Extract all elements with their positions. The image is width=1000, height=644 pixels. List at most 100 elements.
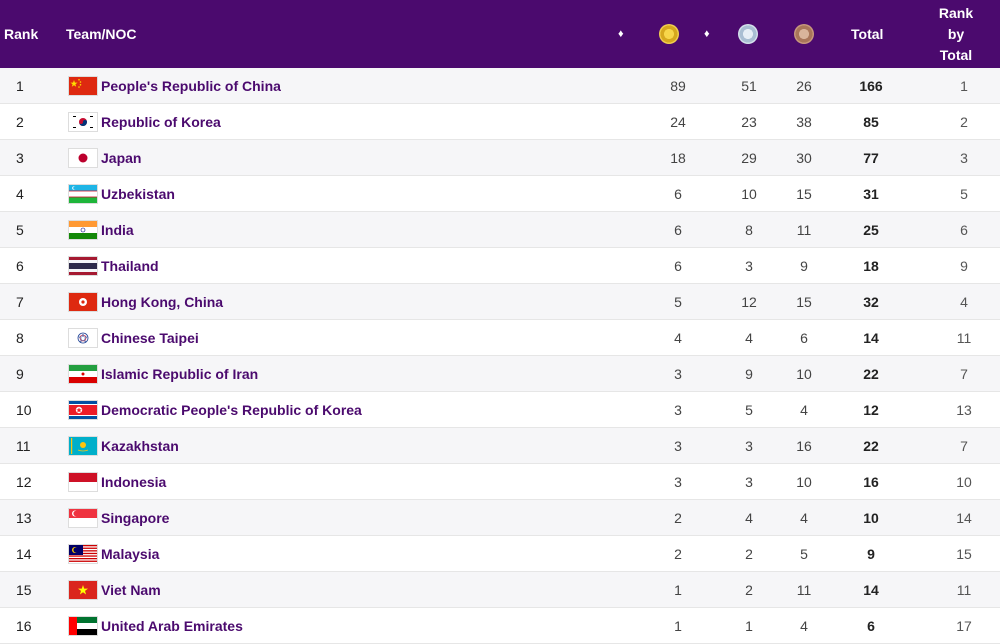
- table-row[interactable]: 12 Indonesia 3 3 10 16 10: [0, 464, 1000, 500]
- gold-count: 3: [674, 401, 682, 418]
- table-row[interactable]: 9 Islamic Republic of Iran 3 9 10 22 7: [0, 356, 1000, 392]
- gold-count: 2: [674, 545, 682, 562]
- table-row[interactable]: 8 Chinese Taipei 4 4 6 14 11: [0, 320, 1000, 356]
- table-header: Rank Team/NOC ♦ ♦ Total Rank by Total: [0, 0, 1000, 68]
- total-count: 22: [863, 365, 879, 382]
- gold-count: 4: [674, 329, 682, 346]
- table-row[interactable]: 14 Malaysia 2 2 5 9 15: [0, 536, 1000, 572]
- uae-flag-icon: [69, 617, 97, 635]
- gold-count: 6: [674, 257, 682, 274]
- team-name-link[interactable]: India: [101, 221, 134, 238]
- gold-count: 18: [670, 149, 686, 166]
- dprk-flag-icon: [69, 401, 97, 419]
- rank-cell: 11: [16, 437, 31, 454]
- total-count: 32: [863, 293, 879, 310]
- bronze-count: 30: [796, 149, 812, 166]
- table-row[interactable]: 11 Kazakhstan 3 3 16 22 7: [0, 428, 1000, 464]
- rank-cell: 9: [16, 365, 24, 382]
- table-row[interactable]: 16 United Arab Emirates 1 1 4 6 17: [0, 608, 1000, 644]
- rank-cell: 13: [16, 509, 32, 526]
- bronze-count: 4: [800, 617, 808, 634]
- total-count: 18: [863, 257, 879, 274]
- gold-count: 1: [674, 581, 682, 598]
- table-row[interactable]: 1 People's Republic of China 89 51 26 16…: [0, 68, 1000, 104]
- table-row[interactable]: 7 Hong Kong, China 5 12 15 32 4: [0, 284, 1000, 320]
- silver-count: 51: [741, 77, 757, 94]
- team-name-link[interactable]: Democratic People's Republic of Korea: [101, 401, 362, 418]
- total-count: 14: [863, 581, 879, 598]
- table-row[interactable]: 4 Uzbekistan 6 10 15 31 5: [0, 176, 1000, 212]
- table-row[interactable]: 2 Republic of Korea 24 23 38 85 2: [0, 104, 1000, 140]
- rank-cell: 10: [16, 401, 32, 418]
- silver-count: 3: [745, 473, 753, 490]
- team-name-link[interactable]: Hong Kong, China: [101, 293, 224, 310]
- rank-cell: 8: [16, 329, 24, 346]
- table-row[interactable]: 13 Singapore 2 4 4 10 14: [0, 500, 1000, 536]
- gold-count: 6: [674, 185, 682, 202]
- team-name-link[interactable]: Thailand: [101, 257, 159, 274]
- sort-icon[interactable]: ♦: [704, 28, 710, 40]
- rank-column-header[interactable]: Rank: [4, 26, 39, 42]
- table-row[interactable]: 15 Viet Nam 1 2 11 14 11: [0, 572, 1000, 608]
- sort-icon[interactable]: ♦: [618, 28, 624, 40]
- rank-by-total-cell: 11: [956, 581, 972, 598]
- table-row[interactable]: 3 Japan 18 29 30 77 3: [0, 140, 1000, 176]
- silver-count: 10: [741, 185, 757, 202]
- team-name-link[interactable]: Islamic Republic of Iran: [101, 365, 259, 382]
- gold-count: 2: [674, 509, 682, 526]
- rank-by-total-column-header[interactable]: Rank by Total: [930, 0, 982, 68]
- thailand-flag-icon: [69, 257, 97, 275]
- total-count: 16: [863, 473, 879, 490]
- silver-count: 3: [745, 437, 753, 454]
- team-column-header[interactable]: Team/NOC: [66, 26, 137, 42]
- gold-count: 3: [674, 365, 682, 382]
- team-name-link[interactable]: Singapore: [101, 509, 170, 526]
- gold-count: 3: [674, 437, 682, 454]
- gold-count: 3: [674, 473, 682, 490]
- rank-by-total-cell: 11: [956, 329, 972, 346]
- rank-cell: 12: [16, 473, 32, 490]
- bronze-count: 11: [796, 221, 812, 238]
- total-count: 77: [863, 149, 879, 166]
- bronze-count: 9: [800, 257, 808, 274]
- silver-count: 12: [741, 293, 757, 310]
- total-count: 9: [867, 545, 875, 562]
- taipei-flag-icon: [69, 329, 97, 347]
- team-name-link[interactable]: Chinese Taipei: [101, 329, 199, 346]
- team-name-link[interactable]: Kazakhstan: [101, 437, 179, 454]
- singapore-flag-icon: [69, 509, 97, 527]
- bronze-medal-icon[interactable]: [794, 24, 814, 44]
- table-row[interactable]: 10 Democratic People's Republic of Korea…: [0, 392, 1000, 428]
- total-count: 12: [863, 401, 879, 418]
- gold-count: 6: [674, 221, 682, 238]
- team-name-link[interactable]: United Arab Emirates: [101, 617, 243, 634]
- rank-by-total-cell: 13: [956, 401, 972, 418]
- team-name-link[interactable]: Indonesia: [101, 473, 167, 490]
- rank-by-total-cell: 7: [960, 365, 968, 382]
- bronze-count: 15: [796, 185, 812, 202]
- silver-count: 9: [745, 365, 753, 382]
- team-name-link[interactable]: Malaysia: [101, 545, 160, 562]
- silver-count: 29: [741, 149, 757, 166]
- team-name-link[interactable]: Republic of Korea: [101, 113, 221, 130]
- gold-count: 5: [674, 293, 682, 310]
- gold-count: 89: [670, 77, 686, 94]
- team-name-link[interactable]: Uzbekistan: [101, 185, 175, 202]
- table-row[interactable]: 5 India 6 8 11 25 6: [0, 212, 1000, 248]
- malaysia-flag-icon: [69, 545, 97, 563]
- rank-by-total-cell: 7: [960, 437, 968, 454]
- team-name-link[interactable]: Japan: [101, 149, 142, 166]
- gold-medal-icon[interactable]: [659, 24, 679, 44]
- team-name-link[interactable]: People's Republic of China: [101, 77, 281, 94]
- rank-cell: 4: [16, 185, 24, 202]
- table-row[interactable]: 6 Thailand 6 3 9 18 9: [0, 248, 1000, 284]
- kazakhstan-flag-icon: [69, 437, 97, 455]
- korea-flag-icon: [69, 113, 97, 131]
- team-name-link[interactable]: Viet Nam: [101, 581, 161, 598]
- silver-medal-icon[interactable]: [738, 24, 758, 44]
- rank-cell: 15: [16, 581, 32, 598]
- total-column-header[interactable]: Total: [851, 26, 884, 42]
- bronze-count: 38: [796, 113, 812, 130]
- rank-by-total-cell: 10: [956, 473, 972, 490]
